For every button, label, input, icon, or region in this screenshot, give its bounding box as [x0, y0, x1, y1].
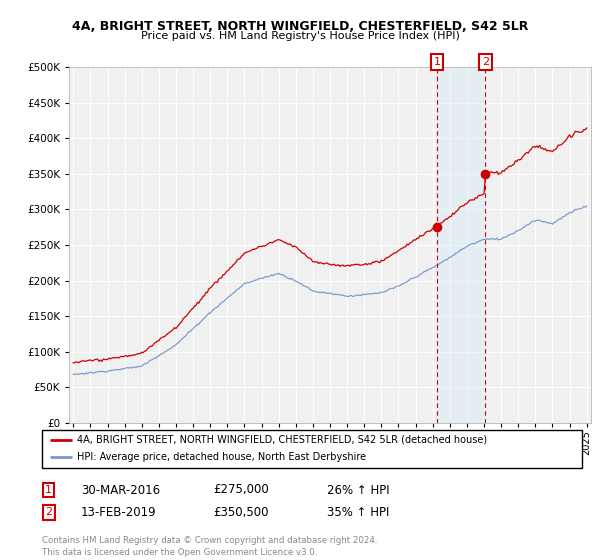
Text: 4A, BRIGHT STREET, NORTH WINGFIELD, CHESTERFIELD, S42 5LR: 4A, BRIGHT STREET, NORTH WINGFIELD, CHES…: [72, 20, 528, 32]
Text: 35% ↑ HPI: 35% ↑ HPI: [327, 506, 389, 519]
Text: 4A, BRIGHT STREET, NORTH WINGFIELD, CHESTERFIELD, S42 5LR (detached house): 4A, BRIGHT STREET, NORTH WINGFIELD, CHES…: [77, 435, 487, 445]
Text: £350,500: £350,500: [213, 506, 269, 519]
Text: 13-FEB-2019: 13-FEB-2019: [81, 506, 157, 519]
Text: 2: 2: [482, 57, 489, 67]
Text: £275,000: £275,000: [213, 483, 269, 497]
Text: 2: 2: [45, 507, 52, 517]
Text: 1: 1: [433, 57, 440, 67]
Text: Price paid vs. HM Land Registry's House Price Index (HPI): Price paid vs. HM Land Registry's House …: [140, 31, 460, 41]
Text: HPI: Average price, detached house, North East Derbyshire: HPI: Average price, detached house, Nort…: [77, 452, 366, 463]
Text: 1: 1: [45, 485, 52, 495]
Text: Contains HM Land Registry data © Crown copyright and database right 2024.
This d: Contains HM Land Registry data © Crown c…: [42, 536, 377, 557]
Bar: [437, 67, 485, 423]
Text: 30-MAR-2016: 30-MAR-2016: [81, 483, 160, 497]
Text: 26% ↑ HPI: 26% ↑ HPI: [327, 483, 389, 497]
